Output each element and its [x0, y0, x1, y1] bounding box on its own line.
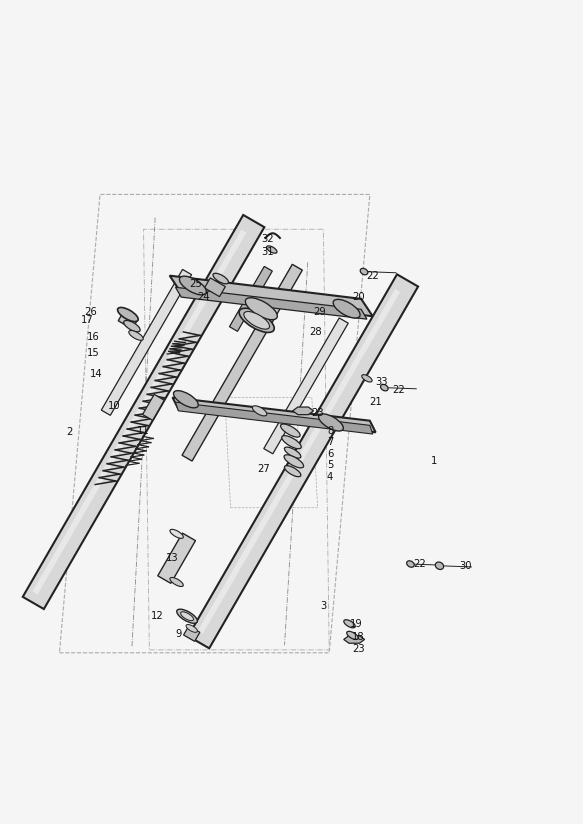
Ellipse shape: [361, 375, 372, 382]
Ellipse shape: [266, 246, 277, 253]
Text: 13: 13: [166, 553, 179, 564]
Text: 29: 29: [313, 307, 326, 317]
Text: 15: 15: [87, 348, 100, 358]
Ellipse shape: [244, 311, 269, 329]
Ellipse shape: [252, 405, 267, 416]
Text: 21: 21: [369, 396, 382, 406]
Ellipse shape: [381, 385, 388, 391]
Text: 16: 16: [87, 331, 100, 342]
Text: 19: 19: [350, 619, 363, 629]
Text: 28: 28: [310, 327, 322, 337]
Text: 7: 7: [327, 438, 333, 447]
Ellipse shape: [177, 609, 198, 623]
Ellipse shape: [186, 625, 198, 632]
Polygon shape: [173, 397, 375, 433]
Text: 6: 6: [327, 449, 333, 459]
Text: 25: 25: [189, 279, 202, 289]
Text: 8: 8: [327, 425, 333, 436]
Polygon shape: [184, 626, 200, 641]
Text: 1: 1: [430, 456, 437, 466]
Polygon shape: [182, 265, 303, 461]
Ellipse shape: [406, 561, 415, 567]
Text: 22: 22: [392, 385, 405, 395]
Polygon shape: [230, 266, 272, 331]
Text: 22: 22: [366, 270, 379, 281]
Ellipse shape: [360, 269, 368, 275]
Ellipse shape: [436, 562, 444, 569]
Ellipse shape: [285, 466, 301, 477]
Text: 31: 31: [261, 247, 273, 257]
Text: 23: 23: [352, 644, 364, 653]
Text: 17: 17: [81, 316, 94, 325]
Text: 14: 14: [90, 369, 102, 379]
Text: 3: 3: [320, 602, 326, 611]
Ellipse shape: [347, 631, 358, 639]
Text: 9: 9: [175, 629, 181, 639]
Polygon shape: [101, 269, 192, 415]
Polygon shape: [188, 274, 418, 648]
Polygon shape: [23, 215, 264, 609]
Ellipse shape: [118, 307, 138, 321]
Polygon shape: [198, 289, 400, 634]
Ellipse shape: [284, 455, 304, 468]
Text: 10: 10: [108, 401, 121, 411]
Text: 33: 33: [375, 377, 388, 386]
Text: 22: 22: [413, 559, 426, 569]
Ellipse shape: [285, 447, 301, 458]
Polygon shape: [264, 318, 348, 454]
Polygon shape: [175, 288, 367, 319]
Polygon shape: [33, 230, 247, 594]
Polygon shape: [344, 635, 364, 644]
Ellipse shape: [124, 321, 140, 332]
Text: 4: 4: [326, 472, 332, 482]
Ellipse shape: [174, 391, 198, 408]
Text: 27: 27: [257, 464, 270, 474]
Text: 12: 12: [150, 611, 163, 621]
Polygon shape: [293, 407, 314, 414]
Ellipse shape: [180, 276, 206, 295]
Ellipse shape: [170, 529, 183, 538]
Ellipse shape: [181, 612, 194, 620]
Text: 2: 2: [66, 428, 73, 438]
Text: 11: 11: [137, 425, 150, 436]
Ellipse shape: [318, 414, 343, 431]
Ellipse shape: [280, 424, 300, 437]
Ellipse shape: [282, 436, 301, 449]
Polygon shape: [158, 533, 195, 583]
Ellipse shape: [129, 330, 143, 340]
Text: 20: 20: [352, 293, 364, 302]
Text: 30: 30: [459, 561, 472, 571]
Text: 5: 5: [327, 461, 333, 471]
Text: 24: 24: [197, 293, 210, 302]
Ellipse shape: [333, 299, 360, 318]
Ellipse shape: [344, 620, 355, 628]
Text: 26: 26: [84, 307, 97, 317]
Polygon shape: [175, 402, 373, 434]
Ellipse shape: [239, 308, 274, 332]
Ellipse shape: [170, 578, 183, 587]
Polygon shape: [205, 278, 226, 297]
Ellipse shape: [213, 274, 229, 283]
Text: 23: 23: [311, 408, 324, 418]
Polygon shape: [143, 395, 164, 420]
Polygon shape: [170, 276, 373, 316]
Polygon shape: [118, 311, 138, 329]
Text: 18: 18: [352, 632, 364, 642]
Ellipse shape: [245, 297, 278, 320]
Text: 32: 32: [261, 234, 273, 244]
